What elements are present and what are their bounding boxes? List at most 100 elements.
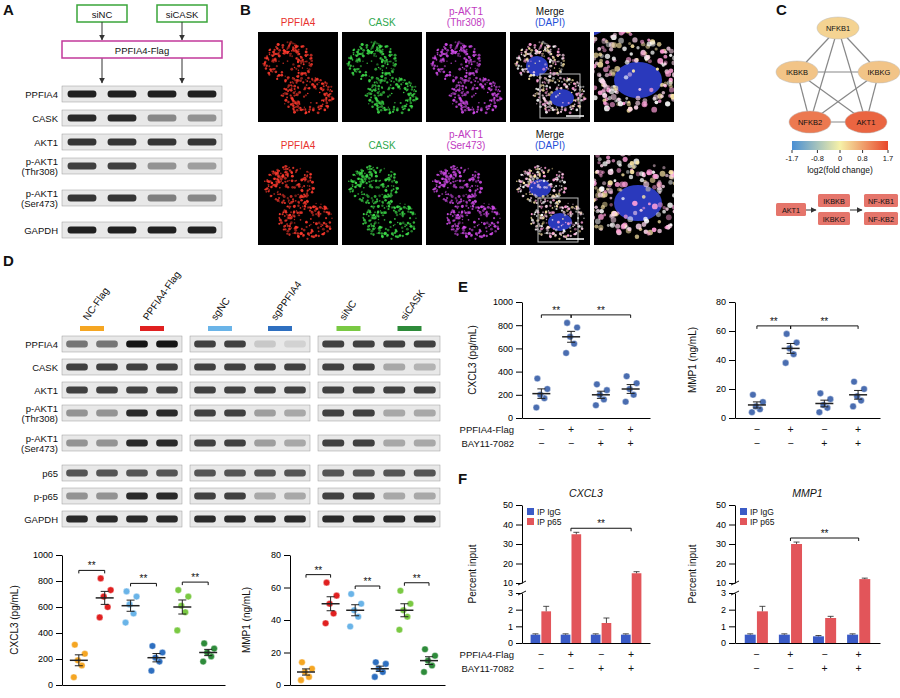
signal (353, 52, 355, 54)
signal (552, 45, 554, 47)
signal (377, 91, 380, 94)
signal (642, 101, 648, 107)
signal (271, 55, 273, 57)
arrow (102, 58, 103, 83)
signal (450, 63, 451, 64)
signal (563, 83, 566, 86)
signal (463, 57, 466, 60)
signal (384, 45, 386, 47)
signal (292, 233, 293, 234)
signal (300, 232, 303, 235)
signal (308, 111, 310, 113)
signal (287, 101, 289, 103)
signal (288, 84, 291, 87)
signal (406, 90, 407, 91)
signal (371, 51, 374, 54)
signal (294, 228, 295, 229)
signal (293, 48, 295, 50)
signal (284, 211, 286, 213)
signal (391, 71, 394, 74)
signal (312, 206, 314, 208)
signal (634, 105, 638, 109)
signal (288, 167, 290, 169)
signal (528, 47, 530, 49)
signal (298, 214, 300, 216)
signal (292, 77, 295, 80)
signal (276, 172, 279, 175)
signal (276, 65, 278, 67)
signal (463, 45, 466, 48)
signal (521, 68, 524, 71)
signal (287, 180, 289, 182)
signal (476, 62, 478, 64)
signal (405, 105, 407, 107)
signal (329, 93, 331, 95)
signal (287, 197, 289, 199)
signal (298, 101, 301, 104)
signal (568, 83, 570, 85)
signal (355, 60, 358, 63)
signal (446, 60, 448, 62)
signal (544, 77, 547, 80)
signal (300, 56, 302, 58)
signal (306, 171, 308, 173)
signal (384, 56, 386, 58)
signal (285, 174, 287, 176)
signal (371, 101, 373, 103)
signal (374, 82, 376, 84)
signal (454, 97, 456, 99)
signal (283, 195, 286, 198)
signal (393, 58, 395, 60)
signal (524, 68, 527, 71)
signal (285, 88, 287, 90)
signal (567, 88, 569, 90)
signal (545, 109, 547, 111)
signal (368, 81, 370, 83)
signal (478, 102, 479, 103)
signal (285, 76, 286, 77)
signal (455, 76, 457, 78)
condition-box (157, 5, 207, 22)
signal (552, 107, 554, 109)
signal (464, 109, 467, 112)
signal (545, 111, 548, 114)
signal (306, 238, 308, 240)
signal (382, 101, 385, 104)
signal (455, 52, 457, 54)
signal (411, 94, 414, 97)
signal (290, 171, 292, 173)
signal (436, 49, 438, 51)
signal (386, 59, 388, 61)
signal (277, 43, 279, 45)
signal (523, 71, 525, 73)
band (68, 163, 97, 170)
signal (498, 89, 499, 90)
signal (289, 55, 291, 57)
signal (463, 68, 465, 70)
signal (462, 79, 465, 82)
signal (458, 41, 461, 44)
signal (569, 111, 572, 114)
signal (490, 103, 492, 105)
signal (516, 63, 518, 65)
signal (317, 111, 320, 114)
signal (329, 90, 331, 92)
signal (545, 85, 548, 88)
signal (382, 53, 384, 55)
signal (463, 111, 464, 112)
signal (394, 59, 397, 62)
signal (269, 52, 271, 54)
signal (458, 53, 460, 55)
signal (296, 109, 299, 112)
signal (313, 110, 315, 112)
signal (368, 99, 371, 102)
signal (663, 55, 667, 59)
blot-strip (62, 134, 222, 150)
signal (465, 65, 468, 68)
signal (459, 50, 461, 52)
signal (448, 74, 451, 77)
signal (388, 112, 390, 114)
signal (284, 215, 286, 217)
signal (461, 91, 464, 94)
signal (552, 77, 555, 80)
